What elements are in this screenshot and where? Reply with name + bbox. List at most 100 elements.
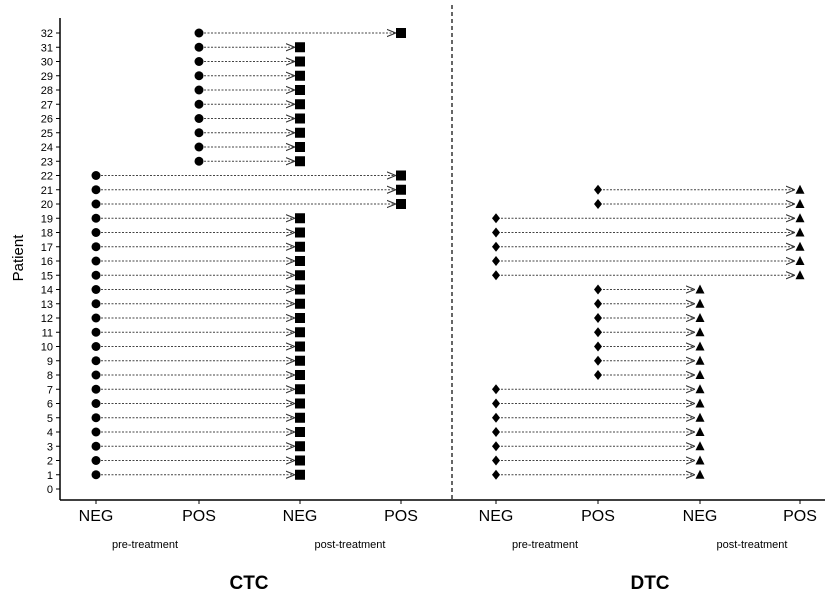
x-tick-label: POS — [182, 508, 216, 525]
patient-3-ctc-transition — [91, 441, 305, 452]
patient-22-ctc-transition — [91, 170, 406, 181]
patient-9-dtc-transition — [594, 355, 705, 366]
post-triangle-marker — [695, 355, 705, 365]
y-tick-label: 7 — [47, 384, 53, 396]
pre-circle-marker — [91, 228, 101, 237]
chart-marks — [91, 28, 805, 480]
patient-10-dtc-transition — [594, 341, 705, 352]
y-tick-label: 21 — [41, 185, 53, 197]
post-triangle-marker — [795, 213, 805, 223]
post-square-marker — [295, 455, 305, 466]
pre-circle-marker — [91, 384, 101, 394]
post-square-marker — [295, 99, 305, 110]
patient-16-dtc-transition — [492, 256, 805, 266]
y-tick-labels: 0123456789101112131415161718192021222324… — [41, 28, 60, 496]
post-square-marker — [295, 370, 305, 380]
y-tick-label: 31 — [41, 42, 53, 54]
post-square-marker — [295, 213, 305, 224]
patient-7-ctc-transition — [91, 384, 305, 395]
pre-diamond-marker — [594, 370, 602, 380]
post-square-marker — [295, 270, 305, 281]
patient-2-dtc-transition — [492, 455, 705, 466]
y-tick-label: 4 — [47, 427, 53, 439]
pre-diamond-marker — [492, 256, 500, 266]
post-triangle-marker — [695, 341, 705, 351]
pre-diamond-marker — [594, 199, 602, 209]
post-triangle-marker — [695, 370, 705, 379]
patient-7-dtc-transition — [492, 384, 705, 395]
post-triangle-marker — [695, 412, 705, 422]
pre-circle-marker — [91, 427, 101, 437]
pre-circle-marker — [194, 42, 204, 52]
pre-diamond-marker — [492, 469, 500, 480]
patient-3-dtc-transition — [492, 441, 705, 452]
patient-10-ctc-transition — [91, 341, 305, 352]
post-triangle-marker — [795, 199, 805, 208]
pre-circle-marker — [194, 85, 204, 95]
pre-circle-marker — [91, 313, 101, 323]
y-tick-label: 26 — [41, 114, 53, 126]
patient-8-dtc-transition — [594, 370, 705, 380]
post-square-marker — [295, 427, 305, 437]
post-square-marker — [396, 28, 406, 38]
y-tick-label: 11 — [42, 327, 53, 339]
pre-circle-marker — [91, 256, 101, 266]
phase-label: post-treatment — [315, 539, 386, 551]
patient-23-ctc-transition — [194, 156, 305, 167]
patient-16-ctc-transition — [91, 256, 305, 266]
pre-diamond-marker — [594, 313, 602, 323]
patient-24-ctc-transition — [194, 142, 305, 152]
patient-15-dtc-transition — [492, 270, 805, 281]
pre-circle-marker — [91, 185, 101, 195]
patient-17-dtc-transition — [492, 241, 805, 252]
post-square-marker — [295, 384, 305, 395]
post-triangle-marker — [695, 398, 705, 408]
pre-circle-marker — [91, 270, 101, 280]
pre-diamond-marker — [594, 341, 602, 352]
post-square-marker — [295, 298, 305, 309]
post-triangle-marker — [695, 384, 705, 394]
patient-26-ctc-transition — [194, 113, 305, 124]
post-square-marker — [295, 85, 305, 95]
pre-diamond-marker — [492, 398, 500, 409]
patient-6-dtc-transition — [492, 398, 705, 409]
group-label: DTC — [630, 573, 669, 594]
phase-label: pre-treatment — [112, 539, 178, 551]
y-tick-label: 19 — [41, 213, 53, 225]
pre-circle-marker — [194, 114, 204, 123]
post-square-marker — [295, 355, 305, 366]
pre-circle-marker — [194, 156, 204, 166]
axes — [59, 5, 825, 501]
patient-6-ctc-transition — [91, 398, 305, 409]
patient-13-dtc-transition — [594, 298, 705, 309]
patient-20-dtc-transition — [594, 199, 805, 209]
post-triangle-marker — [695, 284, 705, 294]
x-tick-label: NEG — [79, 508, 114, 525]
x-tick-label: NEG — [479, 508, 514, 525]
pre-diamond-marker — [594, 355, 602, 366]
patient-14-ctc-transition — [91, 284, 305, 295]
post-square-marker — [295, 227, 305, 238]
post-square-marker — [396, 184, 406, 195]
pre-circle-marker — [91, 342, 101, 351]
y-tick-label: 29 — [41, 71, 53, 83]
post-square-marker — [295, 70, 305, 81]
patient-9-ctc-transition — [91, 355, 305, 366]
y-tick-label: 32 — [41, 28, 53, 40]
post-triangle-marker — [795, 184, 805, 194]
pre-circle-marker — [91, 356, 101, 366]
patient-15-ctc-transition — [91, 270, 305, 281]
x-tick-label: POS — [783, 508, 817, 525]
pre-circle-marker — [91, 171, 101, 180]
post-square-marker — [295, 398, 305, 409]
pre-circle-marker — [194, 57, 204, 66]
post-square-marker — [295, 469, 305, 480]
y-tick-label: 24 — [41, 142, 53, 154]
y-tick-label: 20 — [41, 199, 53, 211]
y-tick-label: 27 — [41, 99, 53, 111]
patient-1-dtc-transition — [492, 469, 705, 480]
post-triangle-marker — [695, 327, 705, 337]
pre-circle-marker — [91, 456, 101, 465]
pre-circle-marker — [91, 327, 101, 337]
y-tick-label: 1 — [47, 470, 53, 482]
